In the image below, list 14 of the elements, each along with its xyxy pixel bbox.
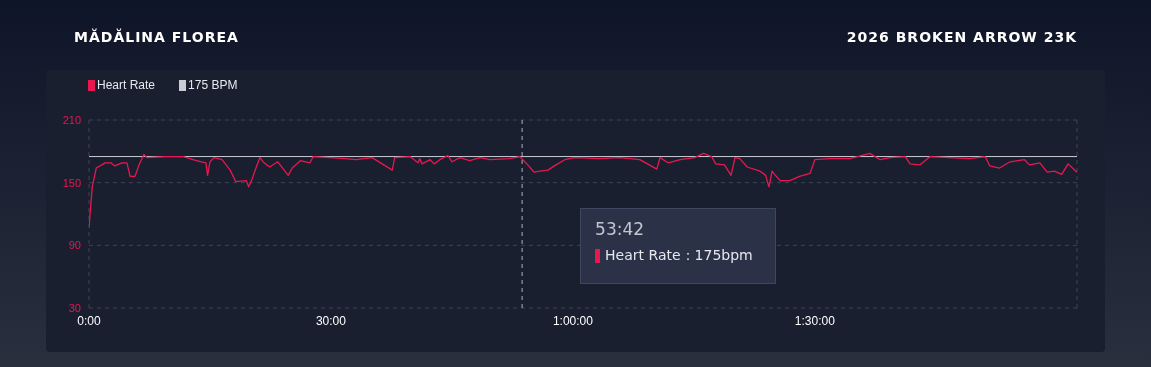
chart-title: MĂDĂLINA FLOREA — [74, 29, 239, 45]
y-tick-label: 210 — [62, 113, 81, 126]
y-tick-label: 150 — [62, 176, 81, 189]
chart-subtitle: 2026 BROKEN ARROW 23K — [846, 29, 1077, 45]
y-tick-label: 30 — [68, 301, 81, 314]
annotation: 53:42 — [595, 219, 646, 239]
legend-label: Heart Rate — [97, 78, 156, 92]
x-tick-label: 1:30:00 — [794, 313, 836, 328]
x-tick-label: 0:00 — [77, 313, 101, 328]
x-tick-label: 1:00:00 — [552, 313, 594, 328]
legend-label: 175 BPM — [188, 78, 238, 92]
annotation: Heart Rate：175bpm — [605, 247, 753, 265]
x-tick-label: 30:00 — [315, 313, 347, 328]
y-tick-label: 90 — [68, 239, 81, 252]
